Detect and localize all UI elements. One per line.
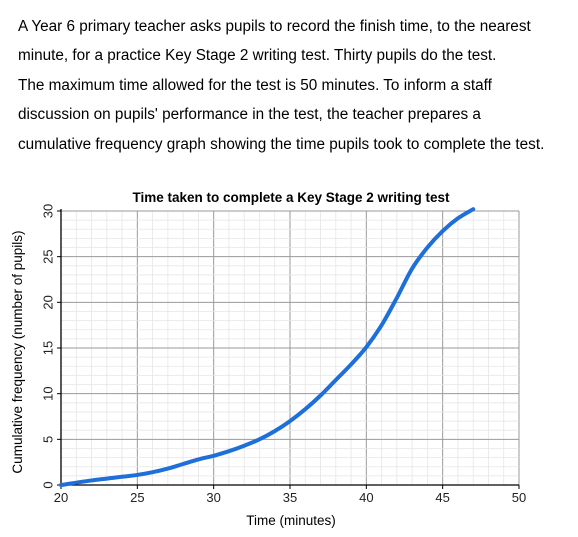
y-tick-label: 15: [41, 341, 56, 355]
intro-line: discussion on pupils' performance in the…: [18, 106, 481, 124]
x-axis-label: Time (minutes): [246, 513, 336, 528]
intro-line: cumulative frequency graph showing the t…: [18, 135, 545, 153]
y-tick-label: 20: [41, 295, 56, 309]
y-tick-label: 10: [41, 386, 56, 400]
intro-line: A Year 6 primary teacher asks pupils to …: [18, 18, 531, 35]
y-tick-label: 0: [41, 481, 56, 488]
y-tick-label: 30: [41, 204, 56, 218]
x-tick-labels: 20 25 30 35 40 45 50: [54, 490, 526, 505]
axes: [57, 209, 520, 489]
chart-title: Time taken to complete a Key Stage 2 wri…: [132, 190, 450, 205]
x-tick-label: 20: [54, 490, 68, 505]
x-tick-label: 30: [206, 490, 220, 505]
x-tick-label: 40: [359, 490, 373, 505]
y-axis-label: Cumulative frequency (number of pupils): [10, 230, 25, 473]
x-tick-label: 25: [130, 490, 144, 505]
x-tick-label: 35: [283, 490, 297, 505]
intro-line: The maximum time allowed for the test is…: [18, 76, 492, 94]
y-tick-label: 25: [41, 249, 56, 263]
y-tick-labels: 0 5 10 15 20 25 30: [41, 204, 56, 489]
x-tick-label: 45: [435, 490, 449, 505]
intro-text: A Year 6 primary teacher asks pupils to …: [18, 12, 574, 159]
grid: [60, 210, 520, 486]
intro-line: minute, for a practice Key Stage 2 writi…: [18, 47, 497, 65]
series-line: [59, 207, 476, 487]
series: [59, 207, 476, 487]
x-tick-label: 50: [512, 490, 526, 505]
y-tick-label: 5: [41, 436, 56, 443]
